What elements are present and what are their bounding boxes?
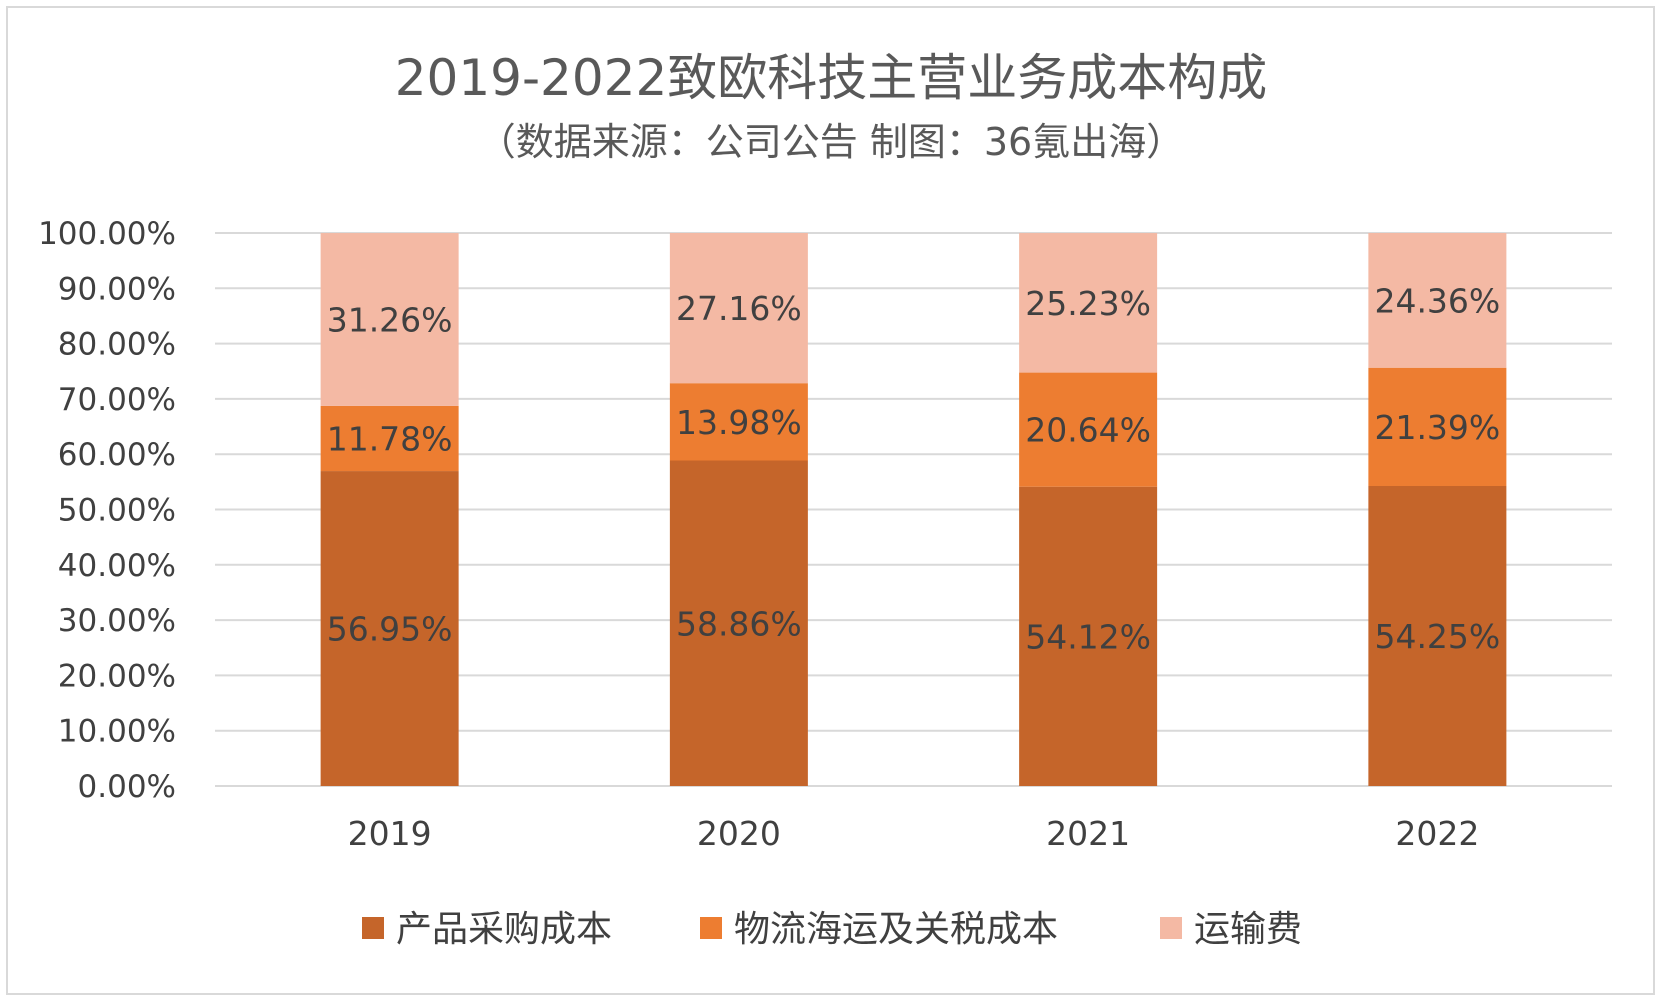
legend-label: 物流海运及关税成本: [734, 909, 1058, 950]
bar-segment: [320, 405, 459, 472]
y-tick-label: 60.00%: [58, 437, 176, 473]
bar-segment: [1368, 367, 1507, 486]
data-label: 13.98%: [676, 403, 802, 442]
legend-label: 运输费: [1194, 909, 1302, 950]
y-tick-label: 20.00%: [58, 658, 176, 694]
data-label: 56.95%: [327, 610, 453, 649]
bar-segment: [1019, 372, 1158, 487]
y-tick-label: 70.00%: [58, 382, 176, 418]
y-tick-label: 80.00%: [58, 327, 176, 363]
bar-segment: [669, 460, 808, 786]
bar-segment: [1368, 233, 1507, 368]
x-tick-label: 2019: [348, 814, 432, 853]
y-tick-label: 50.00%: [58, 493, 176, 529]
legend-label: 产品采购成本: [396, 909, 612, 950]
x-tick-label: 2021: [1046, 814, 1130, 853]
y-tick-label: 100.00%: [38, 216, 176, 252]
y-axis-ticks: 0.00% 10.00% 20.00% 30.00% 40.00% 50.00% 60.00…: [38, 216, 176, 805]
bar-segment: [1368, 485, 1507, 786]
chart-subtitle: （数据来源：公司公告 制图：36氪出海）: [478, 120, 1184, 164]
data-label: 11.78%: [327, 419, 453, 458]
y-tick-label: 10.00%: [58, 714, 176, 750]
data-label: 24.36%: [1374, 281, 1500, 320]
chart-title: 2019-2022致欧科技主营业务成本构成: [395, 49, 1268, 107]
y-tick-label: 90.00%: [58, 271, 176, 307]
bar-segment: [320, 471, 459, 786]
x-tick-label: 2020: [697, 814, 781, 853]
bars: [320, 233, 1507, 786]
bar-segment: [669, 383, 808, 461]
data-label: 25.23%: [1025, 284, 1151, 323]
data-label: 58.86%: [676, 604, 802, 643]
legend-swatch: [362, 917, 384, 939]
data-label: 21.39%: [1374, 408, 1500, 447]
bar-segment: [320, 233, 459, 406]
data-label: 54.12%: [1025, 617, 1151, 656]
x-axis-ticks: 2019 2020 2021 2022: [348, 814, 1480, 853]
data-label: 31.26%: [327, 300, 453, 339]
data-labels: 56.95% 11.78% 31.26% 58.86% 13.98% 27.16% 54.1…: [327, 281, 1501, 656]
bar-segment: [1019, 486, 1158, 786]
data-label: 20.64%: [1025, 411, 1151, 450]
legend-swatch: [700, 917, 722, 939]
y-tick-label: 40.00%: [58, 548, 176, 584]
legend: 产品采购成本 物流海运及关税成本 运输费: [362, 909, 1302, 950]
y-tick-label: 30.00%: [58, 603, 176, 639]
y-tick-label: 0.00%: [78, 769, 176, 805]
bar-segment: [1019, 233, 1158, 373]
data-label: 27.16%: [676, 289, 802, 328]
bar-segment: [669, 233, 808, 384]
x-tick-label: 2022: [1395, 814, 1479, 853]
data-label: 54.25%: [1374, 617, 1500, 656]
legend-swatch: [1160, 917, 1182, 939]
